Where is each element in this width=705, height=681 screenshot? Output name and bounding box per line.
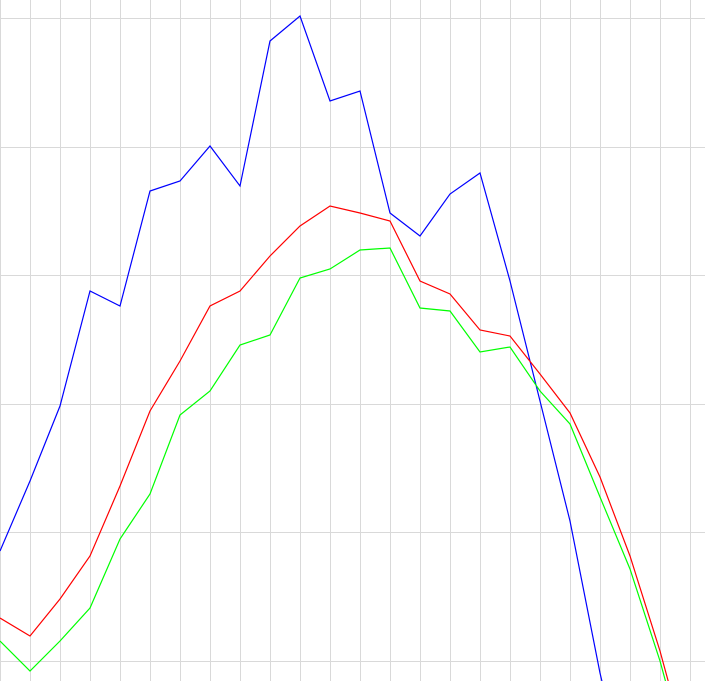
series-line-red [0, 206, 705, 681]
series-line-green [0, 248, 705, 681]
series-line-blue [0, 16, 705, 681]
horizontal-gridlines [0, 19, 705, 662]
vertical-gridlines [1, 0, 691, 681]
series-lines [0, 16, 705, 681]
